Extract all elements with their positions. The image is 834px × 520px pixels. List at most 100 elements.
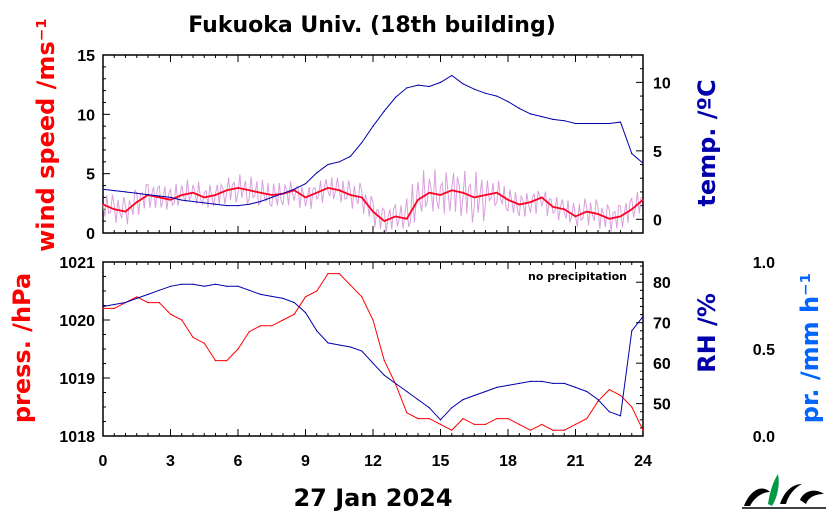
logo-icon <box>742 474 826 509</box>
pressure-line-point <box>529 429 532 431</box>
wind-speed-line-point <box>124 211 127 213</box>
rh-line-point <box>563 382 565 384</box>
pressure-line-point <box>248 331 250 333</box>
pressure-line-point <box>462 418 464 420</box>
rh-line-point <box>304 312 307 314</box>
pressure-line-point <box>507 418 509 420</box>
temperature-line-point <box>574 122 577 125</box>
rh-line-point <box>496 386 498 388</box>
temperature-line-point <box>192 200 194 203</box>
pressure-line-point <box>282 319 284 321</box>
temperature-line-point <box>406 87 408 89</box>
pressure-line-point <box>372 319 374 321</box>
temperature-line-point <box>327 163 329 166</box>
temperature-line-point <box>417 84 419 86</box>
pressure-line-point <box>147 302 149 304</box>
wind-speed-line-point <box>259 192 262 194</box>
pressure-line-point <box>563 429 565 431</box>
wind-speed-line-point <box>394 215 397 217</box>
pressure-line-point <box>136 296 138 298</box>
temperature-line-point <box>428 85 430 88</box>
temperature-line-point <box>541 116 543 118</box>
temperature-line-point <box>529 113 532 115</box>
precipitation-note: no precipitation <box>528 270 627 283</box>
wind-speed-line-point <box>203 196 205 198</box>
rh-line-point <box>136 297 138 299</box>
wind-speed-line-point <box>417 199 419 201</box>
temperature-line-point <box>214 203 217 205</box>
rh-line-point <box>484 390 487 393</box>
pressure-line-point <box>484 423 487 425</box>
top-series <box>102 74 644 233</box>
pressure-line-point <box>214 360 217 362</box>
rh-line-point <box>541 380 543 382</box>
rh-line-point <box>169 285 172 287</box>
pressure-line-point <box>451 429 453 431</box>
rh-line-point <box>439 419 442 421</box>
rh-line-point <box>124 301 127 304</box>
wind-speed-line-point <box>586 211 588 213</box>
pressure-line-point <box>619 394 622 396</box>
pressure-line-point <box>518 423 520 425</box>
temperature-line-point <box>439 81 442 83</box>
pressure-line-point <box>271 325 273 327</box>
rh-line-point <box>372 362 374 364</box>
wind-speed-line-point <box>271 194 273 196</box>
x-tick-label: 9 <box>301 453 310 470</box>
y-tick-label: 0 <box>86 226 95 243</box>
temperature-line-point <box>304 183 307 185</box>
wind-speed-axis-label: wind speed /ms⁻¹ <box>32 18 60 252</box>
temperature-line-point <box>203 202 205 204</box>
wind-speed-line-point <box>293 189 295 191</box>
bottom-series <box>102 273 644 431</box>
rh-line-point <box>586 390 588 393</box>
rh-line-point <box>518 382 520 384</box>
pressure-line-point <box>417 418 419 420</box>
rh-line-point <box>102 305 104 308</box>
wind-speed-line-point <box>451 189 453 191</box>
rh-line-point <box>147 293 149 295</box>
rh-line-point <box>158 289 160 291</box>
pressure-line-point <box>192 336 194 338</box>
pressure-line-point <box>293 313 295 315</box>
pressure-line-point <box>304 296 307 298</box>
y2-tick-label: 0 <box>653 212 662 229</box>
rh-line-point <box>259 293 262 295</box>
y3-tick-label: 0.5 <box>753 342 775 359</box>
temperature-line-point <box>338 161 340 163</box>
rh-line-point <box>203 285 205 287</box>
y3-tick-label: 0.0 <box>753 429 775 446</box>
wind-speed-line-point <box>574 215 577 217</box>
pressure-line-point <box>541 423 543 425</box>
pressure-line-point <box>327 273 329 275</box>
rh-line-point <box>327 342 329 344</box>
chart-title: Fukuoka Univ. (18th building) <box>188 13 556 38</box>
y2-tick-label: 80 <box>653 275 671 292</box>
x-tick-label: 12 <box>364 453 382 470</box>
x-tick-label: 15 <box>432 453 450 470</box>
precip-axis-ticks: 0.0 0.5 1.0 <box>753 255 775 446</box>
pressure-line-point <box>259 325 262 327</box>
top-ticks: 0 5 10 15 0 5 10 <box>77 48 671 243</box>
wind-speed-line-point <box>248 189 250 191</box>
temperature-line-point <box>282 192 284 194</box>
wind-speed-line-point <box>136 201 138 203</box>
temperature-line-point <box>169 196 172 198</box>
temperature-line-point <box>259 200 262 203</box>
rh-line-point <box>406 390 408 393</box>
rh-line-point <box>417 399 419 401</box>
rh-line-point <box>597 399 599 401</box>
rh-line-point <box>349 346 352 348</box>
temperature-line-point <box>586 122 588 125</box>
wind-speed-line-point <box>541 196 543 198</box>
temperature-line <box>102 74 644 207</box>
rh-line-point <box>192 283 194 285</box>
pressure-line <box>103 273 644 431</box>
x-tick-label: 0 <box>99 453 108 470</box>
temperature-line-point <box>158 195 160 197</box>
date-label: 27 Jan 2024 <box>293 484 452 512</box>
rh-line <box>102 283 644 421</box>
temperature-line-point <box>248 203 250 205</box>
wind-speed-line-point <box>484 194 487 196</box>
temperature-line-point <box>451 74 453 77</box>
